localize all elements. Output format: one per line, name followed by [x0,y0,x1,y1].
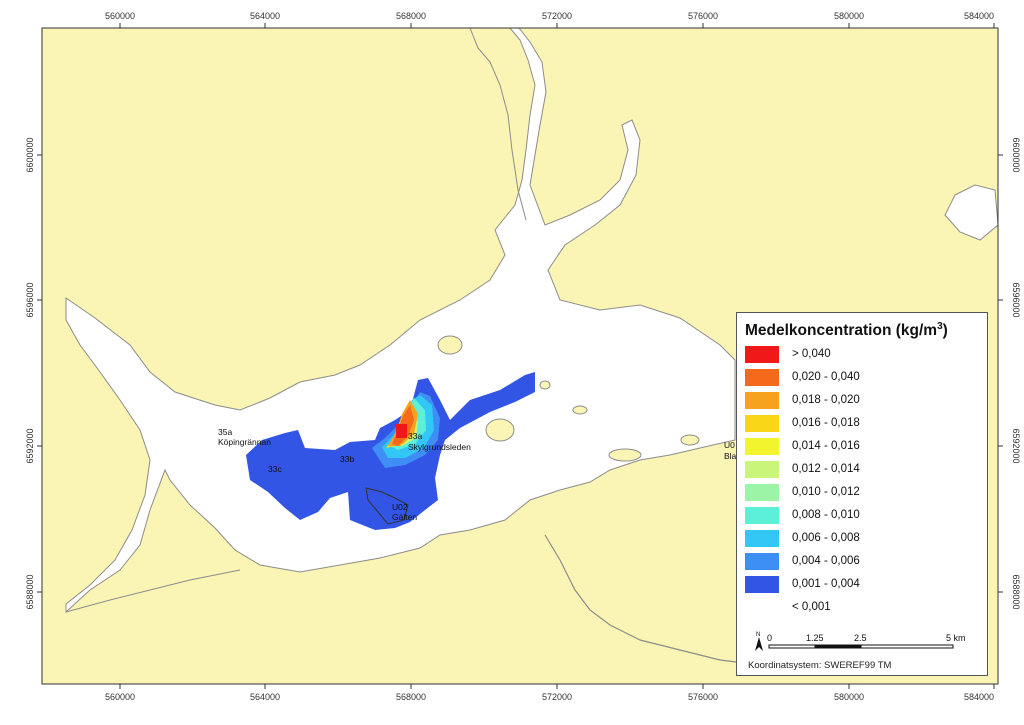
island [485,418,515,442]
legend-label: 0,006 - 0,008 [792,532,860,544]
legend-label: 0,014 - 0,016 [792,440,860,452]
legend-title-sup: 3 [937,321,943,332]
scale-label: 0 [767,633,772,643]
legend-swatch [745,484,779,501]
label-35a-code: 35a [218,427,232,437]
scale-segment [860,644,954,649]
legend-title-end: ) [942,322,948,340]
legend-label: 0,010 - 0,012 [792,486,860,498]
y-tick-right: 6592000 [1011,428,1021,463]
x-tick-bottom: 584000 [964,692,994,702]
legend-title-text: Medelkoncentration (kg/m [745,322,938,340]
y-tick-right: 6600000 [1011,137,1021,172]
label-u0-name: Bla [724,451,737,461]
legend-label: 0,016 - 0,018 [792,417,860,429]
scale-bar: N 0 1.25 2.5 5 km [755,632,966,651]
legend-title: Medelkoncentration (kg/m3) [745,321,948,340]
x-tick-bottom: 576000 [688,692,718,702]
plume-red [396,424,407,438]
label-u02-name: Gälten [392,512,417,522]
scale-segment [768,644,816,649]
legend-label: 0,012 - 0,014 [792,463,860,475]
x-tick-top: 568000 [396,11,426,21]
legend-swatch [745,599,779,616]
y-axis-ticks [37,154,1003,593]
label-35a-name: Köpingrännan [218,437,271,447]
legend-swatch [745,530,779,547]
x-tick-top: 560000 [105,11,135,21]
x-tick-top: 580000 [834,11,864,21]
x-tick-top: 572000 [542,11,572,21]
legend-swatch [745,415,779,432]
x-tick-bottom: 580000 [834,692,864,702]
label-u0-code: U0 [724,440,735,450]
scale-segment [814,644,862,649]
legend-label: > 0,040 [792,348,831,360]
scale-label: 2.5 [854,633,867,643]
island [608,448,642,462]
y-tick-right: 6588000 [1011,574,1021,609]
island [680,434,700,446]
legend-label: 0,018 - 0,020 [792,394,860,406]
south-river [544,534,737,663]
label-33b: 33b [340,454,354,464]
y-tick-left: 6596000 [25,282,35,317]
legend-panel: Medelkoncentration (kg/m3) > 0,040 0,020… [736,312,988,676]
x-tick-bottom: 564000 [250,692,280,702]
island [572,405,588,415]
legend-label: 0,008 - 0,010 [792,509,860,521]
x-tick-bottom: 568000 [396,692,426,702]
legend-swatch [745,507,779,524]
legend-label: < 0,001 [792,601,831,613]
x-tick-top: 584000 [964,11,994,21]
concentration-plume [246,372,535,530]
y-tick-right: 6596000 [1011,282,1021,317]
legend-swatch [745,553,779,570]
west-river [65,569,241,613]
map-frame [41,27,999,685]
legend-swatch [745,392,779,409]
legend-label: 0,004 - 0,006 [792,555,860,567]
coordinate-system: Koordinatsystem: SWEREF99 TM [748,660,892,671]
x-tick-top: 564000 [250,11,280,21]
legend-swatch [745,461,779,478]
scale-label: 1.25 [806,633,824,643]
legend-label: 0,020 - 0,040 [792,371,860,383]
galten-outline [365,487,409,525]
legend-swatch [745,346,779,363]
north-channel [469,27,527,221]
legend-swatch [745,369,779,386]
legend-swatch [745,576,779,593]
y-tick-left: 6592000 [25,428,35,463]
north-arrow-icon: N [755,632,763,651]
label-33a-name: Skylgrundsleden [408,442,471,452]
legend-label: 0,001 - 0,004 [792,578,860,590]
scale-label: 5 km [946,633,966,643]
lake-water [65,27,736,614]
north-label: N [756,632,760,638]
east-island [944,184,999,241]
island [437,335,463,355]
island [539,380,551,390]
x-axis-ticks [119,23,995,689]
label-33c: 33c [268,464,282,474]
x-tick-top: 576000 [688,11,718,21]
y-tick-left: 6588000 [25,574,35,609]
legend-swatch [745,438,779,455]
label-u02-code: U02 [392,502,408,512]
x-tick-bottom: 572000 [542,692,572,702]
y-tick-left: 6600000 [25,137,35,172]
x-tick-bottom: 560000 [105,692,135,702]
label-33a-code: 33a [408,431,422,441]
